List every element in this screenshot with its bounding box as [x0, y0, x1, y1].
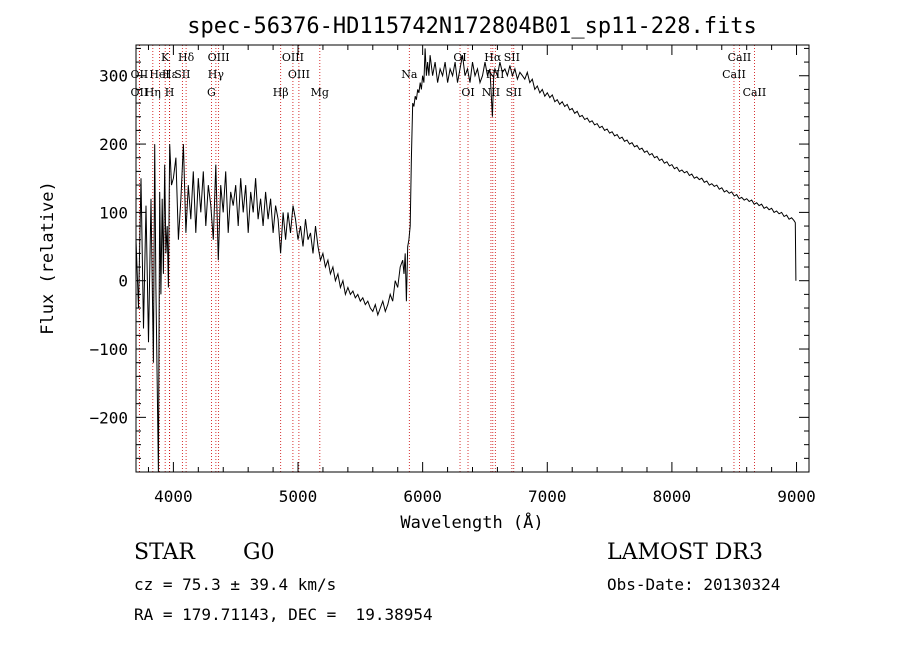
line-label: Hε — [162, 68, 178, 81]
line-label: SII — [174, 68, 190, 81]
plot-frame — [135, 44, 810, 473]
line-label: Hδ — [178, 51, 195, 64]
line-label: Mg — [311, 86, 329, 99]
line-label: Hη — [145, 86, 161, 99]
y-tick-label: 100 — [99, 203, 128, 222]
x-tick-label: 8000 — [653, 487, 692, 506]
x-axis: 4000 5000 6000 7000 8000 9000 — [147, 45, 816, 506]
line-label: Na — [401, 68, 418, 81]
x-tick-label: 6000 — [403, 487, 442, 506]
line-label: Hα — [484, 51, 502, 64]
line-label: SII — [506, 86, 522, 99]
line-label: K — [161, 51, 170, 64]
line-label: H — [165, 86, 175, 99]
line-label: HeI — [149, 68, 169, 81]
x-tick-label: 4000 — [154, 487, 193, 506]
x-tick-label: 7000 — [528, 487, 567, 506]
y-tick-label: −100 — [89, 340, 128, 359]
y-axis-label: Flux (relative) — [38, 181, 58, 335]
subclass-label: G0 — [243, 540, 275, 565]
y-tick-label: 200 — [99, 135, 128, 154]
line-label: G — [207, 86, 216, 99]
line-label: CaII — [743, 86, 767, 99]
y-axis: −200 −100 0 100 200 300 — [89, 47, 809, 459]
emission-line-markers — [138, 45, 755, 472]
redshift-text: cz = 75.3 ± 39.4 km/s — [134, 575, 337, 594]
coordinates-text: RA = 179.71143, DEC = 19.38954 — [134, 605, 433, 624]
x-tick-label: 5000 — [279, 487, 318, 506]
line-label: OIII — [282, 51, 304, 64]
class-label: STAR — [134, 540, 195, 565]
line-label: OIII — [288, 68, 310, 81]
line-label: OII — [131, 68, 149, 81]
spectrum-line — [135, 48, 797, 473]
line-label: CaII — [728, 51, 752, 64]
chart-title: spec-56376-HD115742N172804B01_sp11-228.f… — [187, 14, 757, 39]
y-tick-label: −200 — [89, 408, 128, 427]
x-axis-label: Wavelength (Å) — [400, 511, 543, 533]
line-label: Hγ — [208, 68, 225, 81]
survey-label: LAMOST DR3 — [607, 540, 763, 565]
line-label: SII — [504, 51, 520, 64]
line-label: OII — [131, 86, 149, 99]
x-tick-label: 9000 — [777, 487, 816, 506]
obs-date-text: Obs-Date: 20130324 — [607, 575, 781, 594]
y-tick-label: 300 — [99, 67, 128, 86]
y-tick-label: 0 — [118, 272, 128, 291]
line-label: OI — [461, 86, 474, 99]
line-label: OIII — [208, 51, 230, 64]
line-label: CaII — [722, 68, 746, 81]
line-label: Hβ — [273, 86, 289, 99]
